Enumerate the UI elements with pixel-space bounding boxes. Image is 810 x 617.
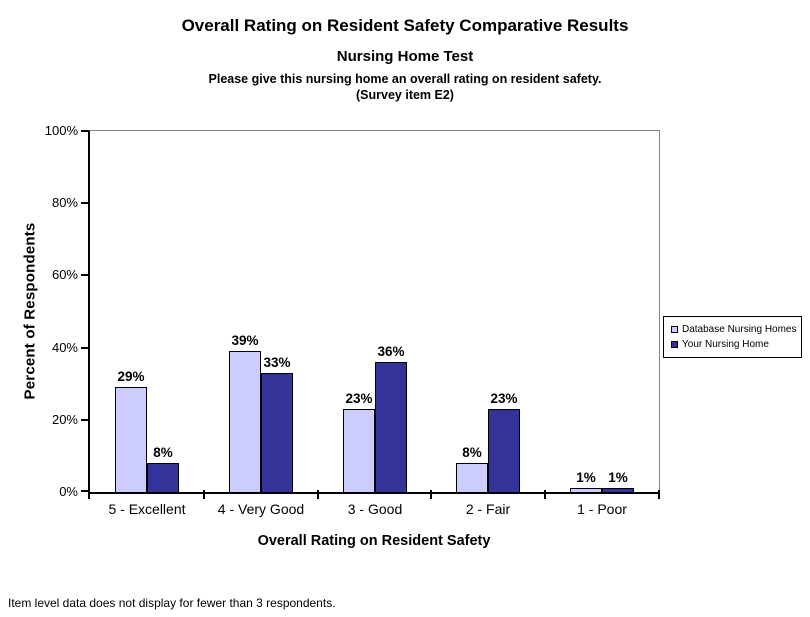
y-axis-title: Percent of Respondents (21, 222, 39, 400)
legend-item: Your Nursing Home (671, 339, 799, 350)
bar-database-nursing-homes (570, 488, 602, 492)
y-axis-tick-label: 40% (51, 340, 78, 355)
y-axis-tick (81, 274, 88, 276)
category-label: 1 - Poor (577, 501, 627, 517)
y-axis-tick-label: 100% (44, 123, 78, 138)
x-axis-tick (544, 490, 546, 499)
bar-value-label: 1% (608, 470, 628, 485)
bar-database-nursing-homes (343, 409, 375, 492)
survey-question: Please give this nursing home an overall… (208, 72, 602, 86)
y-axis-tick-label: 0% (59, 484, 78, 499)
y-axis-tick (81, 130, 88, 132)
bar-value-label: 39% (231, 333, 259, 348)
bar-your-nursing-home (147, 463, 179, 492)
y-axis-tick-label: 20% (51, 412, 78, 427)
bar-database-nursing-homes (229, 351, 261, 492)
plot-area: 0% 20% 40% 60% 80% 100% 5 - Excellent 29% 8% 4 - … (45, 123, 660, 517)
x-axis-tick (203, 490, 205, 499)
bar-database-nursing-homes (456, 463, 488, 492)
category-label: 3 - Good (347, 501, 403, 517)
x-axis-title: Overall Rating on Resident Safety (257, 533, 491, 549)
bar-value-label: 8% (462, 445, 482, 460)
category-label: 4 - Very Good (217, 501, 305, 517)
legend-label: Your Nursing Home (682, 339, 769, 351)
category-label: 5 - Excellent (108, 501, 186, 517)
bar-value-label: 23% (490, 391, 518, 406)
bar-value-label: 1% (576, 470, 596, 485)
bar-your-nursing-home (488, 409, 520, 492)
y-axis-tick (81, 347, 88, 349)
chart-subtitle: Nursing Home Test (336, 48, 474, 65)
bar-value-label: 8% (153, 445, 173, 460)
bar-value-label: 33% (263, 355, 291, 370)
chart-title: Overall Rating on Resident Safety Compar… (181, 16, 629, 35)
y-axis-tick (81, 419, 88, 421)
y-axis-tick (81, 490, 88, 492)
category-label: 2 - Fair (465, 501, 511, 517)
y-axis-tick-label: 60% (51, 267, 78, 282)
x-axis-tick (317, 490, 319, 499)
y-axis-tick-label: 80% (51, 195, 78, 210)
x-axis-tick (430, 490, 432, 499)
survey-item: (Survey item E2) (356, 88, 454, 102)
legend-swatch-icon (671, 341, 678, 349)
bar-database-nursing-homes (115, 387, 147, 492)
y-axis-tick (81, 202, 88, 204)
legend-label: Database Nursing Homes (682, 323, 797, 335)
bar-value-label: 36% (377, 344, 405, 359)
bar-value-label: 29% (117, 369, 145, 384)
bar-your-nursing-home (261, 373, 293, 492)
bar-your-nursing-home (602, 488, 634, 492)
x-axis-tick (658, 490, 660, 499)
legend-swatch-icon (671, 325, 678, 333)
x-axis-tick (88, 490, 90, 499)
legend: Database Nursing Homes Your Nursing Home (663, 316, 802, 358)
bar-your-nursing-home (375, 362, 407, 492)
bar-value-label: 23% (345, 391, 373, 406)
legend-item: Database Nursing Homes (671, 324, 799, 335)
footnote: Item level data does not display for few… (8, 596, 336, 610)
